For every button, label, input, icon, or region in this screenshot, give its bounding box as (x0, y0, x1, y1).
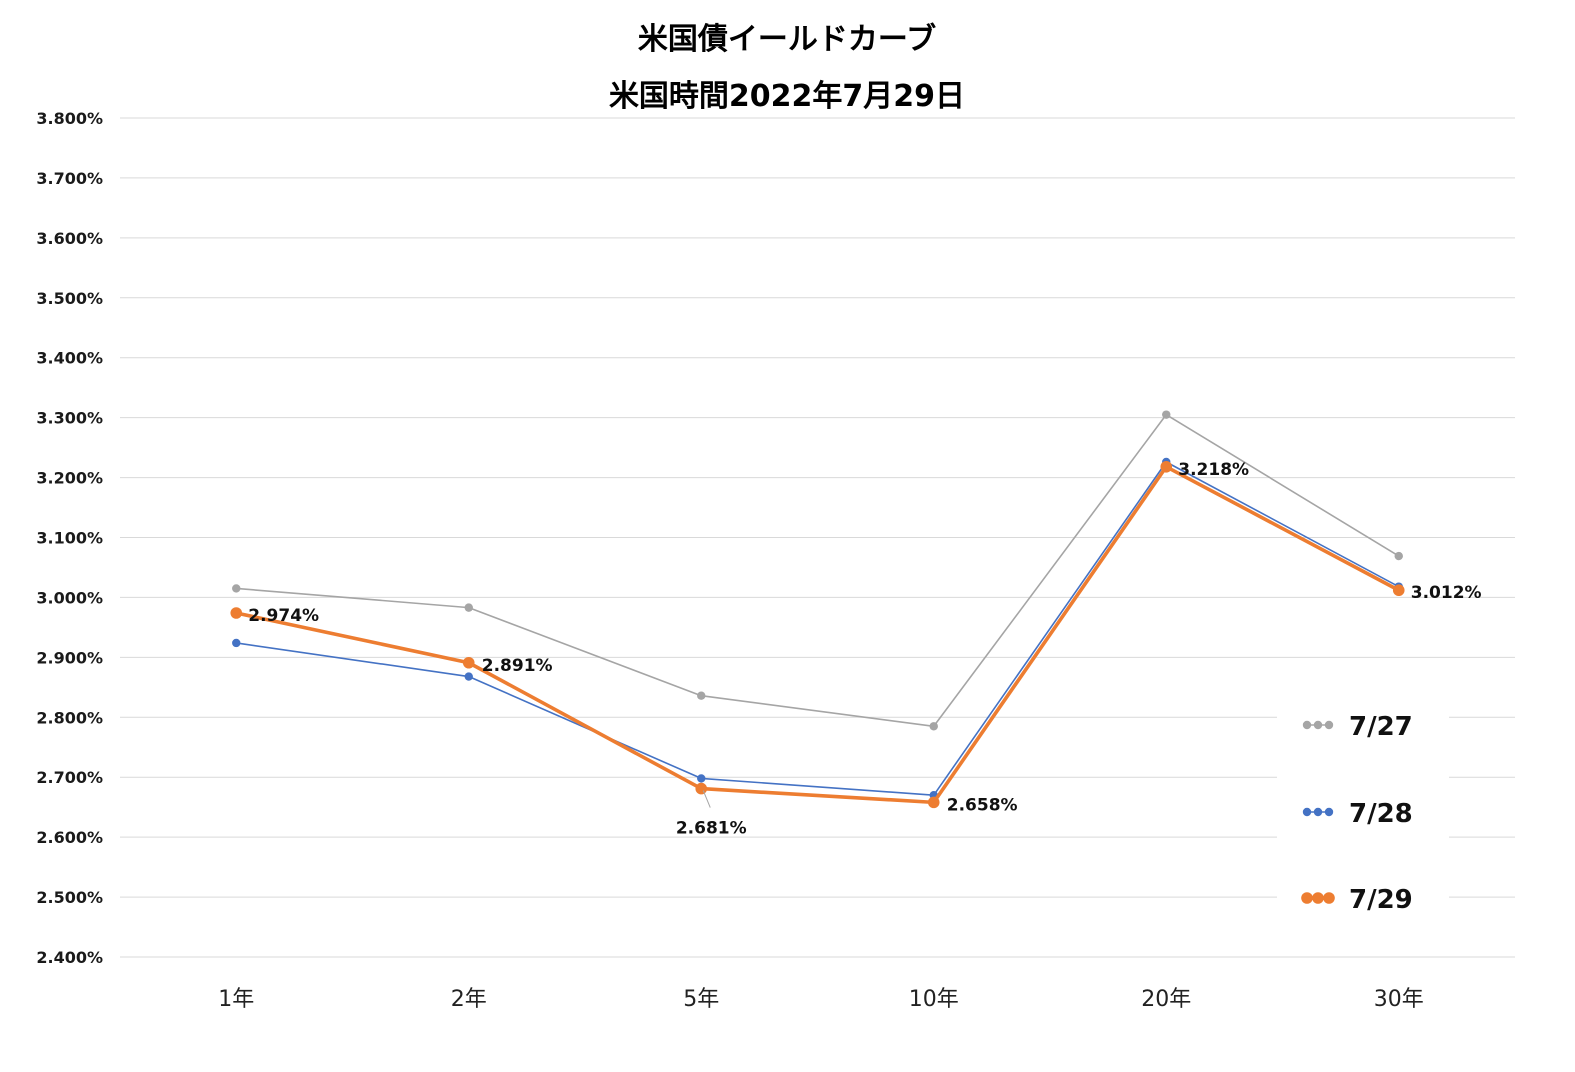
legend-marker (1302, 720, 1312, 730)
series (230, 410, 1405, 809)
data-label: 2.974% (248, 606, 319, 626)
x-tick-label: 1年 (218, 987, 254, 1012)
x-axis: 1年 2年 5年 10年 20年 30年 (218, 987, 1424, 1012)
legend-item: 7/29 (1301, 885, 1413, 915)
series-line (236, 413, 1400, 728)
data-labels: 2.974% 2.891% 2.681% 2.658% 3.218% 3.012% (248, 460, 1481, 839)
x-tick-label: 10年 (909, 987, 959, 1012)
legend-marker (1323, 892, 1335, 904)
data-point (232, 584, 241, 593)
data-point (1394, 551, 1403, 561)
y-tick-label: 3.800% (36, 109, 103, 128)
data-point (1160, 460, 1173, 473)
data-point (230, 607, 243, 619)
data-point (927, 796, 940, 809)
y-tick-label: 3.000% (36, 588, 103, 607)
chart-title: 米国債イールドカーブ 米国時間2022年7月29日 (609, 22, 965, 114)
x-tick-label: 20年 (1141, 987, 1191, 1012)
y-tick-label: 2.800% (36, 708, 103, 727)
y-axis: 3.800% 3.700% 3.600% 3.500% 3.400% 3.300% 3.20… (36, 109, 103, 967)
y-tick-label: 2.500% (36, 888, 103, 907)
data-point (464, 672, 473, 681)
data-point (695, 782, 708, 795)
series-line (235, 464, 1400, 805)
data-label: 3.218% (1178, 460, 1249, 480)
y-tick-label: 2.600% (36, 828, 103, 847)
y-tick-label: 2.700% (36, 768, 103, 787)
x-tick-label: 30年 (1374, 987, 1424, 1012)
data-label: 2.681% (676, 819, 747, 839)
y-tick-label: 3.200% (36, 469, 103, 488)
legend-marker (1313, 720, 1323, 730)
data-label: 2.891% (482, 656, 553, 676)
x-tick-label: 2年 (451, 987, 487, 1012)
legend-label: 7/28 (1349, 799, 1413, 829)
data-point (1162, 410, 1171, 419)
data-label-leader (702, 790, 711, 808)
series-7-29 (230, 460, 1405, 809)
legend-marker (1302, 807, 1312, 817)
y-tick-label: 3.600% (36, 229, 103, 248)
data-point (464, 603, 473, 612)
y-tick-label: 3.300% (36, 409, 103, 428)
data-label: 2.658% (947, 795, 1018, 815)
data-point (462, 656, 475, 669)
data-label: 3.012% (1411, 583, 1482, 603)
x-tick-label: 5年 (683, 987, 719, 1012)
chart-title-line-2: 米国時間2022年7月29日 (609, 79, 965, 114)
series-line (236, 461, 1400, 796)
data-point (929, 722, 938, 731)
legend-marker (1324, 807, 1334, 817)
legend-item: 7/27 (1302, 712, 1413, 742)
legend-background (1277, 703, 1449, 947)
legend-marker (1313, 807, 1323, 817)
legend-marker (1301, 892, 1313, 904)
legend-label: 7/29 (1349, 885, 1413, 915)
data-point (232, 638, 241, 648)
legend-marker (1312, 892, 1324, 904)
chart-title-line-1: 米国債イールドカーブ (638, 22, 936, 57)
y-tick-label: 3.400% (36, 349, 103, 368)
series-7-27 (232, 410, 1403, 731)
legend-item: 7/28 (1302, 799, 1413, 829)
y-tick-label: 3.700% (36, 169, 103, 188)
y-tick-label: 2.400% (36, 948, 103, 967)
y-tick-label: 2.900% (36, 648, 103, 667)
data-point (697, 691, 706, 700)
y-tick-label: 3.100% (36, 529, 103, 548)
data-point (1392, 584, 1405, 597)
legend: 7/27 7/28 7/29 (1277, 703, 1449, 947)
legend-marker (1324, 720, 1334, 730)
y-tick-label: 3.500% (36, 289, 103, 308)
legend-label: 7/27 (1349, 712, 1413, 742)
data-point (697, 774, 706, 783)
